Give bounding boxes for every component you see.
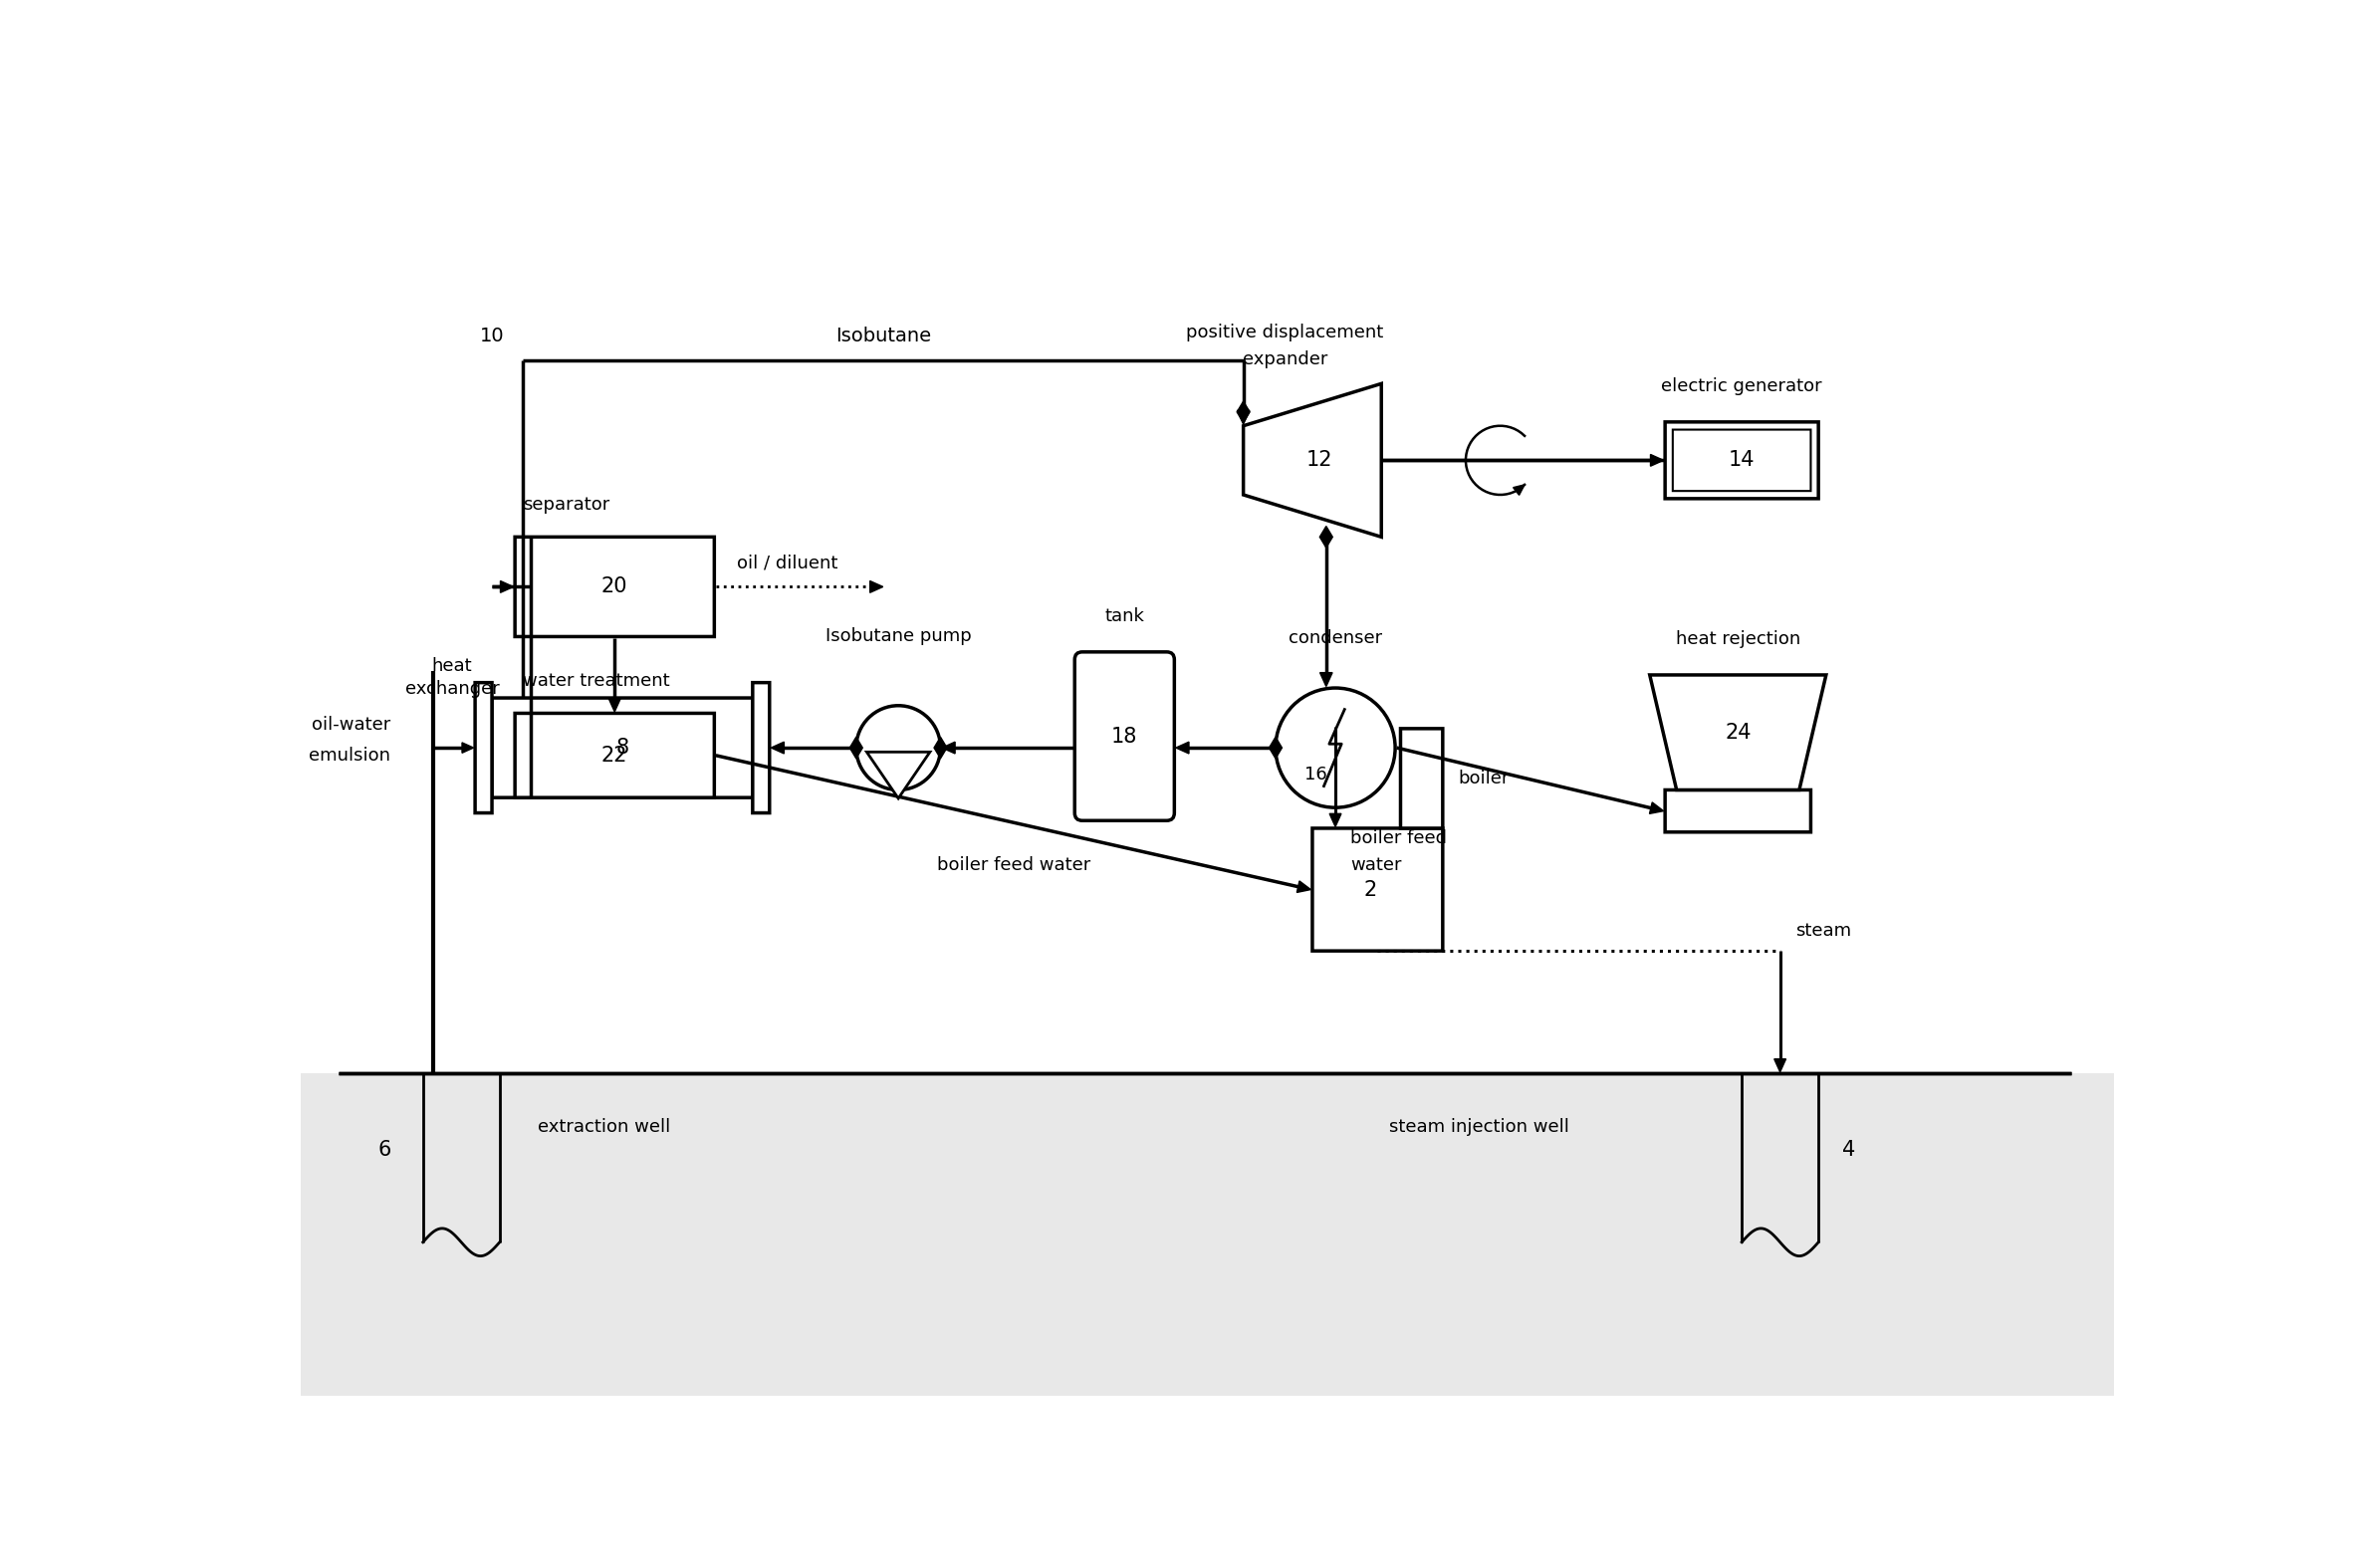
Text: 8: 8 [615,739,629,757]
Text: electric generator: electric generator [1660,378,1823,395]
Polygon shape [1236,411,1251,425]
Text: heat: heat [431,657,473,674]
Polygon shape [770,742,784,754]
Text: Isobutane pump: Isobutane pump [824,627,970,646]
Text: 24: 24 [1724,723,1752,742]
Polygon shape [1514,485,1524,495]
Text: exchanger: exchanger [405,681,499,698]
Polygon shape [1651,674,1825,790]
Text: extraction well: extraction well [537,1118,671,1137]
Polygon shape [850,737,862,759]
Text: boiler feed: boiler feed [1352,829,1448,847]
Polygon shape [499,580,513,593]
Text: boiler feed water: boiler feed water [937,856,1090,875]
Text: water treatment: water treatment [523,673,669,690]
Text: oil / diluent: oil / diluent [737,554,838,571]
Polygon shape [1175,742,1189,754]
Text: oil-water: oil-water [311,717,391,734]
FancyBboxPatch shape [516,713,714,798]
Polygon shape [1298,881,1312,892]
Text: 20: 20 [601,577,629,597]
Polygon shape [869,580,883,593]
Text: 18: 18 [1112,726,1137,746]
Polygon shape [1269,737,1281,759]
FancyBboxPatch shape [516,536,714,637]
FancyBboxPatch shape [1665,790,1811,833]
Text: 16: 16 [1305,765,1328,784]
Text: 6: 6 [377,1140,391,1160]
Polygon shape [1243,384,1382,536]
FancyBboxPatch shape [1312,828,1444,950]
FancyBboxPatch shape [754,682,770,812]
FancyBboxPatch shape [1672,430,1811,491]
Text: 14: 14 [1729,450,1754,470]
Polygon shape [1651,455,1663,466]
Text: steam injection well: steam injection well [1389,1118,1568,1137]
Polygon shape [608,699,619,712]
Polygon shape [462,743,473,753]
Text: expander: expander [1241,350,1328,368]
FancyBboxPatch shape [1401,729,1444,828]
FancyBboxPatch shape [1074,652,1175,820]
Polygon shape [1648,803,1663,814]
Polygon shape [1773,1058,1785,1073]
Text: tank: tank [1104,607,1145,626]
Polygon shape [942,742,956,754]
Polygon shape [1319,673,1333,687]
Text: 12: 12 [1307,450,1333,470]
Text: 4: 4 [1842,1140,1856,1160]
Text: separator: separator [523,495,610,514]
Text: 10: 10 [480,326,504,345]
Polygon shape [1319,527,1333,547]
Text: boiler: boiler [1458,770,1510,787]
FancyBboxPatch shape [299,1074,2115,1396]
Polygon shape [1331,814,1342,826]
Text: water: water [1352,856,1401,873]
Text: condenser: condenser [1288,629,1382,648]
Polygon shape [867,753,930,798]
Text: positive displacement: positive displacement [1187,323,1382,342]
FancyBboxPatch shape [492,698,754,798]
Text: Isobutane: Isobutane [836,326,930,345]
FancyBboxPatch shape [476,682,492,812]
Text: 2: 2 [1364,880,1375,900]
Text: steam: steam [1795,922,1851,939]
Text: heat rejection: heat rejection [1674,630,1799,648]
Text: emulsion: emulsion [309,746,391,764]
Circle shape [1276,688,1394,808]
Text: 22: 22 [601,745,629,765]
Polygon shape [935,737,947,759]
Circle shape [857,706,940,790]
Polygon shape [1236,401,1251,423]
FancyBboxPatch shape [1665,422,1818,499]
